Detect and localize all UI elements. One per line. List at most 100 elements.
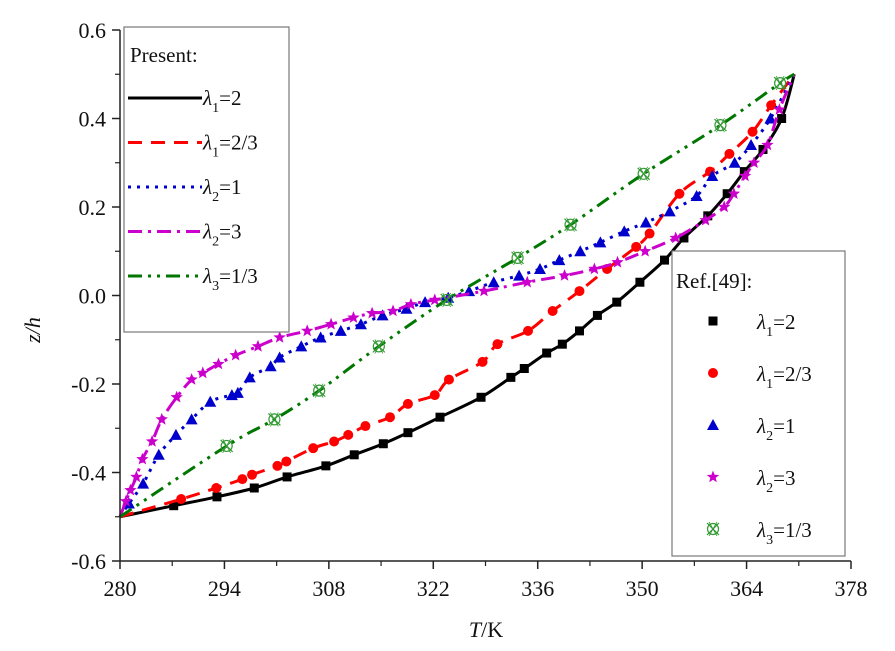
data-point	[519, 364, 529, 374]
legend-label-subscript: 2	[212, 190, 219, 205]
data-point	[360, 421, 371, 432]
data-point	[435, 412, 445, 422]
data-point	[308, 443, 319, 454]
data-point	[196, 366, 209, 379]
data-point	[343, 429, 354, 440]
legend-label-value: =1	[773, 414, 795, 438]
series-line	[119, 72, 796, 518]
star-marker	[521, 275, 534, 288]
cross-line	[775, 75, 785, 91]
star-marker	[136, 452, 149, 465]
circle-marker	[443, 374, 454, 385]
square-marker	[349, 450, 359, 460]
legend-ref: Ref.[49]:λ1=2λ1=2/3λ2=1λ2=3λ3=1/3	[671, 250, 846, 557]
data-point	[521, 275, 534, 288]
data-point	[574, 286, 585, 297]
square-marker	[708, 316, 718, 326]
triangle-marker	[137, 477, 150, 489]
data-point	[170, 390, 183, 403]
data-point	[378, 439, 388, 449]
circle-marker	[724, 148, 735, 159]
data-point	[267, 412, 281, 427]
data-point	[758, 144, 768, 154]
circle-marker	[247, 469, 258, 480]
triangle-marker	[639, 216, 652, 228]
legend-label-symbol: λ	[756, 362, 766, 386]
legend-marker	[708, 368, 718, 378]
square-marker	[321, 461, 331, 471]
data-point	[136, 452, 149, 465]
data-point	[728, 156, 741, 168]
square-marker	[169, 501, 179, 511]
circle-marker	[708, 368, 718, 378]
star-marker	[130, 470, 143, 483]
crossed-circle-marker	[372, 340, 385, 353]
data-point	[185, 373, 198, 385]
series-2	[118, 73, 796, 518]
data-point	[312, 383, 326, 398]
data-point	[706, 170, 719, 182]
data-point	[212, 492, 222, 502]
legend-label: λ1=2	[202, 86, 241, 116]
y-axis-label: z/h	[20, 317, 45, 344]
legend-label-symbol: λ	[202, 86, 212, 110]
square-marker	[249, 483, 259, 493]
star-marker	[124, 483, 137, 496]
data-point	[714, 117, 727, 133]
x-tick-label: 280	[104, 576, 137, 601]
circle-marker	[477, 356, 488, 367]
x-tick-label: 364	[730, 576, 763, 601]
star-marker	[196, 366, 209, 379]
legend-label-subscript: 3	[212, 279, 219, 294]
data-point	[487, 276, 500, 288]
data-point	[592, 310, 602, 320]
cross-line	[639, 166, 648, 182]
y-tick-label: -0.2	[71, 372, 106, 397]
triangle-marker	[334, 324, 347, 336]
legend-label-symbol: λ	[756, 466, 766, 490]
triangle-marker	[400, 302, 413, 314]
star-marker	[145, 435, 159, 447]
data-point	[419, 296, 432, 308]
series-layer	[118, 72, 796, 519]
legend-present-title: Present:	[130, 43, 198, 67]
data-point	[574, 326, 584, 336]
cross-line	[222, 438, 232, 454]
triangle-marker	[419, 296, 432, 308]
legend-label-value: =2/3	[219, 131, 258, 155]
data-point	[764, 112, 777, 124]
circle-marker	[631, 241, 642, 252]
circle-marker	[644, 228, 655, 239]
data-point	[237, 474, 248, 485]
data-point	[637, 166, 651, 182]
legend-label-value: =2	[773, 310, 795, 334]
star-marker	[155, 412, 168, 425]
triangle-marker	[728, 156, 741, 168]
data-point	[428, 293, 441, 306]
star-marker	[386, 304, 400, 317]
data-point	[644, 228, 655, 239]
data-point	[347, 311, 360, 323]
star-marker	[404, 297, 418, 310]
data-point	[273, 351, 286, 363]
triangle-marker	[618, 225, 631, 237]
x-tick-label: 294	[208, 576, 241, 601]
legend-label-value: =2	[219, 86, 241, 110]
crossed-circle-marker	[440, 293, 453, 307]
star-marker	[727, 187, 741, 199]
data-point	[476, 392, 486, 402]
data-point	[722, 189, 732, 199]
triangle-marker	[231, 386, 244, 398]
data-point	[155, 412, 168, 425]
data-point	[738, 169, 752, 182]
triangle-marker	[533, 262, 546, 274]
y-tick-label: 0.2	[79, 195, 107, 220]
circle-marker	[329, 436, 340, 447]
data-point	[402, 398, 413, 409]
data-point	[282, 472, 292, 482]
axes: 280 294 308 322 336 350 364 378-0.6-0.4-0.20.00…	[71, 18, 867, 601]
circle-marker	[281, 456, 292, 467]
legend-label-subscript: 2	[212, 235, 219, 250]
legend-label: λ1=2/3	[756, 362, 812, 392]
